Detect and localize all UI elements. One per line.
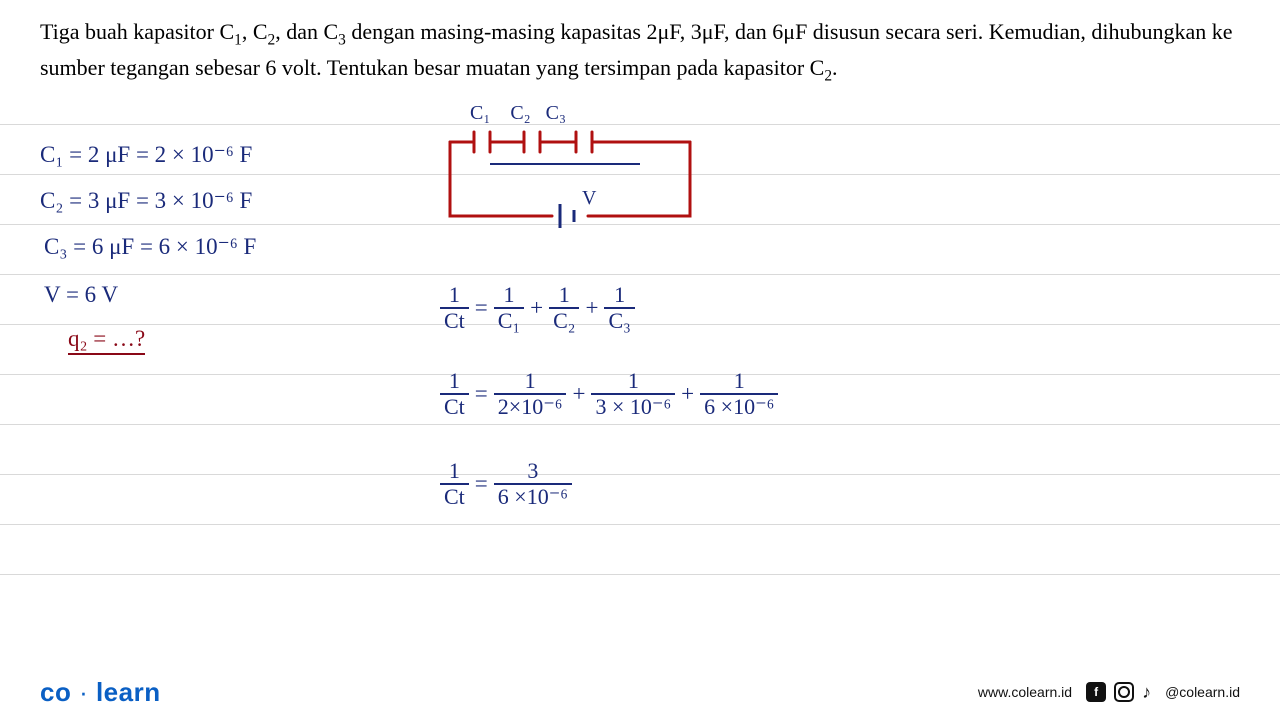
capacitor-labels: C₁ C₂ C₃: [470, 102, 566, 125]
equation-substituted: 1Ct=12×10⁻⁶+13 × 10⁻⁶+16 ×10⁻⁶: [440, 370, 778, 418]
rule-line: [0, 574, 1280, 575]
problem-statement: Tiga buah kapasitor C1, C2, dan C3 denga…: [0, 0, 1280, 95]
given-row-3: V = 6 V: [44, 282, 118, 308]
problem-text: Tiga buah kapasitor C1, C2, dan C3 denga…: [40, 19, 1233, 80]
footer-handle: @colearn.id: [1165, 684, 1240, 700]
footer-bar: co · learn www.colearn.id f ♪ @colearn.i…: [0, 664, 1280, 720]
given-row-0: C₁ = 2 μF = 2 × 10⁻⁶ F: [40, 142, 252, 168]
brand-prefix: co: [40, 677, 71, 707]
footer-url: www.colearn.id: [978, 684, 1072, 700]
brand-logo: co · learn: [40, 677, 161, 708]
circuit-diagram: V: [440, 124, 700, 234]
social-icons: f ♪: [1086, 682, 1151, 703]
equation-series-formula: 1Ct=1C₁+1C₂+1C₃: [440, 284, 635, 332]
rule-line: [0, 424, 1280, 425]
rule-line: [0, 524, 1280, 525]
footer-right: www.colearn.id f ♪ @colearn.id: [978, 682, 1240, 703]
label-c1: C₁: [470, 102, 490, 124]
equation-simplified: 1Ct=36 ×10⁻⁶: [440, 460, 572, 508]
rule-line: [0, 324, 1280, 325]
question-row: q₂ = …?: [68, 326, 145, 355]
brand-suffix: learn: [96, 677, 161, 707]
given-row-2: C₃ = 6 μF = 6 × 10⁻⁶ F: [44, 234, 256, 260]
rule-line: [0, 474, 1280, 475]
given-row-1: C₂ = 3 μF = 3 × 10⁻⁶ F: [40, 188, 252, 214]
instagram-icon: [1114, 682, 1134, 702]
label-c2: C₂: [510, 102, 530, 124]
voltage-label: V: [582, 187, 597, 209]
facebook-icon: f: [1086, 682, 1106, 702]
label-c3: C₃: [546, 102, 566, 124]
rule-line: [0, 274, 1280, 275]
tiktok-icon: ♪: [1142, 682, 1151, 703]
